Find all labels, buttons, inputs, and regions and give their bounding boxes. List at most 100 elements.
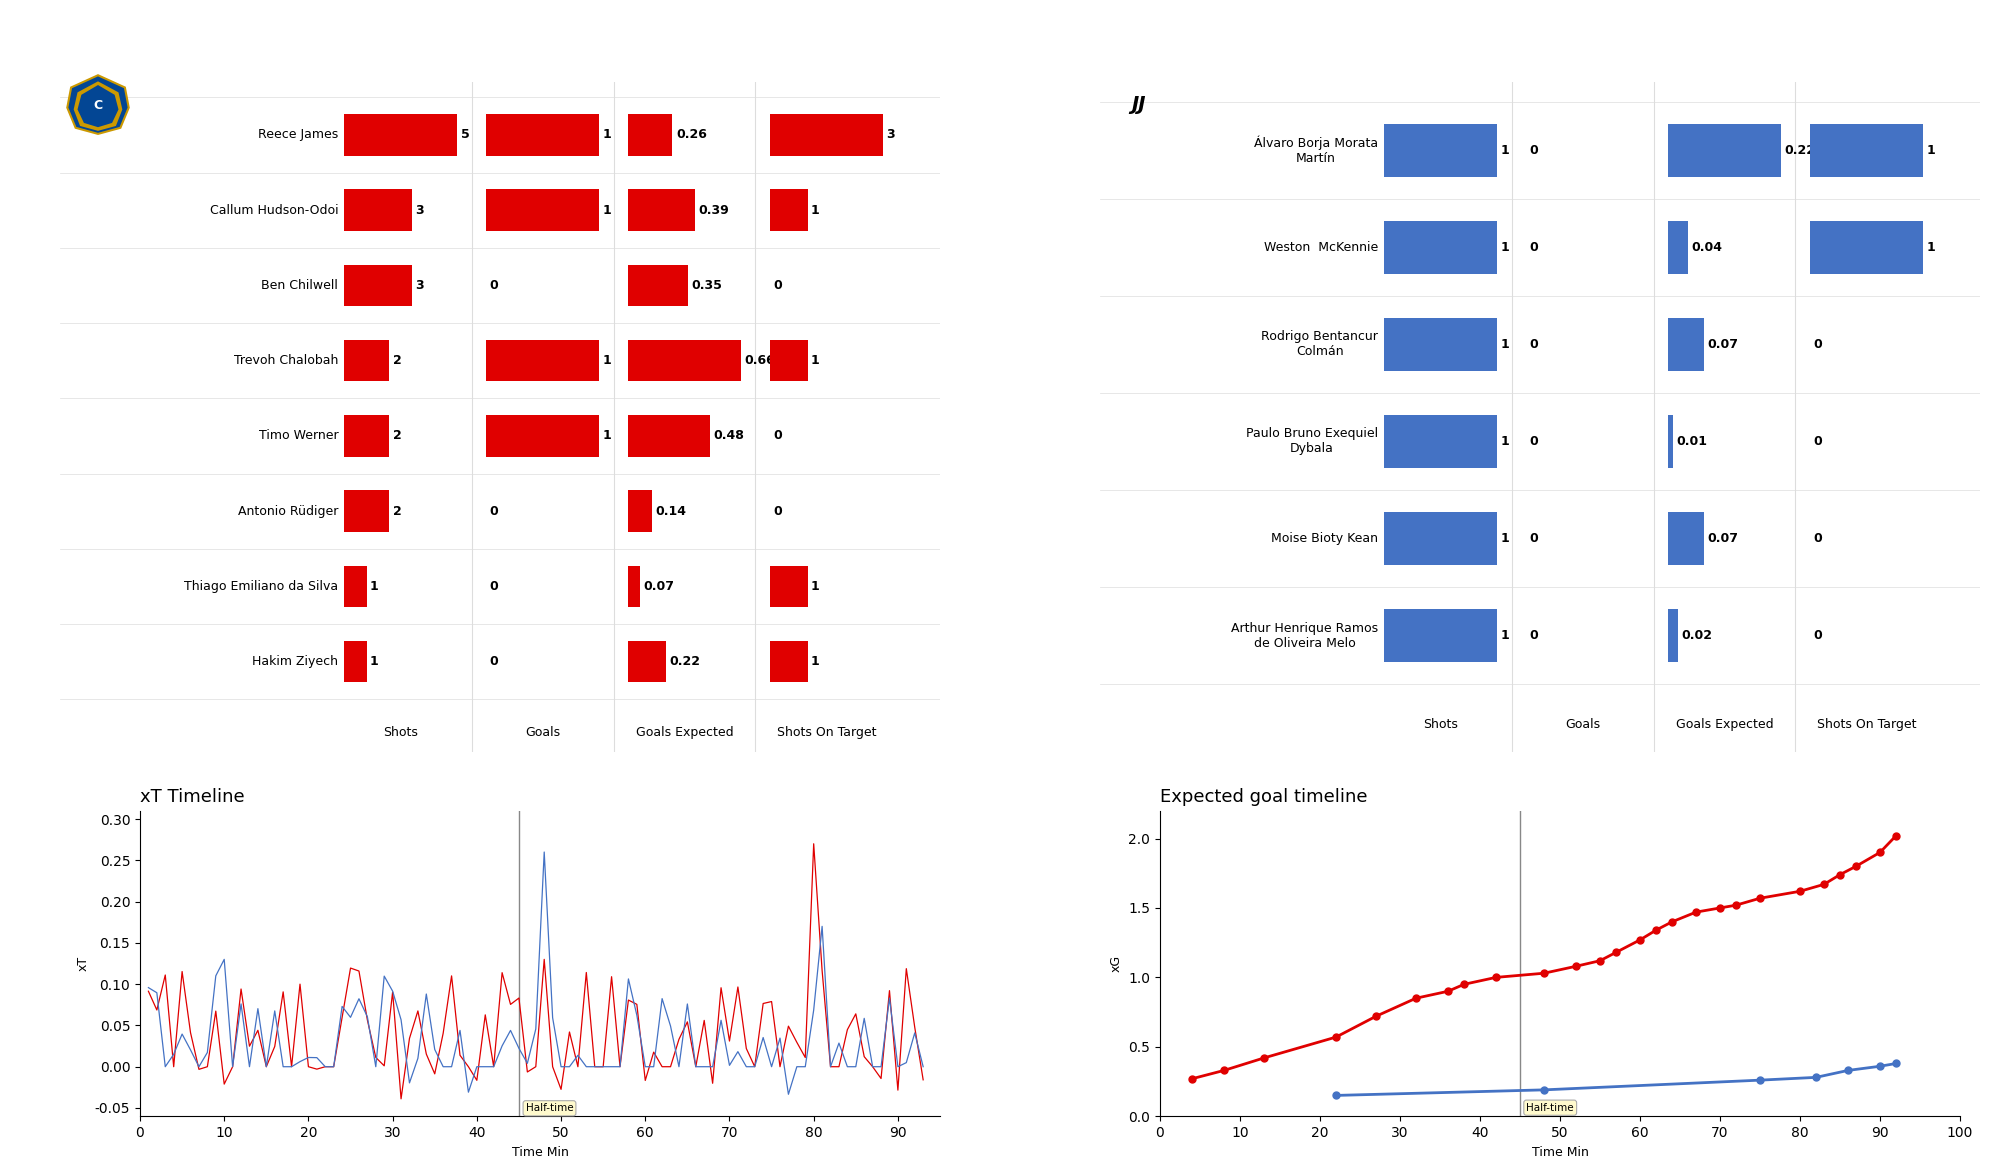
Text: Half-time: Half-time xyxy=(526,1103,574,1113)
Text: 0.14: 0.14 xyxy=(656,505,686,518)
Text: 0: 0 xyxy=(1814,338,1822,351)
Text: 0.26: 0.26 xyxy=(676,128,706,141)
Text: Goals Expected: Goals Expected xyxy=(1676,718,1774,731)
Text: Ben Chilwell: Ben Chilwell xyxy=(262,278,338,291)
Bar xyxy=(628,340,742,382)
Text: Rodrigo Bentancur
Colmán: Rodrigo Bentancur Colmán xyxy=(1262,330,1378,358)
Bar xyxy=(1810,123,1924,177)
Text: 2: 2 xyxy=(392,354,402,367)
Text: 1: 1 xyxy=(810,354,820,367)
Text: 0.48: 0.48 xyxy=(714,429,744,443)
Text: Goals: Goals xyxy=(526,726,560,739)
Y-axis label: xG: xG xyxy=(1110,955,1122,972)
Text: 1: 1 xyxy=(1926,241,1936,254)
Text: Reece James: Reece James xyxy=(258,128,338,141)
Bar xyxy=(770,340,808,382)
Bar xyxy=(770,642,808,683)
Text: 1: 1 xyxy=(1926,143,1936,156)
Text: 0: 0 xyxy=(774,429,782,443)
Text: 0: 0 xyxy=(1530,338,1538,351)
Polygon shape xyxy=(78,85,118,127)
Text: Antonio Rüdiger: Antonio Rüdiger xyxy=(238,505,338,518)
Text: 0.66: 0.66 xyxy=(744,354,776,367)
Polygon shape xyxy=(74,81,122,130)
Text: 0.07: 0.07 xyxy=(1708,532,1738,545)
Text: 1: 1 xyxy=(1500,241,1510,254)
Text: Paulo Bruno Exequiel
Dybala: Paulo Bruno Exequiel Dybala xyxy=(1246,428,1378,456)
Polygon shape xyxy=(68,75,128,134)
Text: 1: 1 xyxy=(602,429,612,443)
Bar xyxy=(1384,317,1498,371)
Text: 0: 0 xyxy=(1530,143,1538,156)
Text: Callum Hudson-Odoi: Callum Hudson-Odoi xyxy=(210,203,338,216)
Bar xyxy=(486,189,600,230)
Text: 0.07: 0.07 xyxy=(1708,338,1738,351)
Text: Shots On Target: Shots On Target xyxy=(1816,718,1916,731)
Text: Expected goal timeline: Expected goal timeline xyxy=(1160,788,1368,806)
Text: 0: 0 xyxy=(490,505,498,518)
Text: 1: 1 xyxy=(602,203,612,216)
Text: Álvaro Borja Morata
Martín: Álvaro Borja Morata Martín xyxy=(1254,135,1378,164)
Text: Thiago Emiliano da Silva: Thiago Emiliano da Silva xyxy=(184,580,338,593)
Text: 3: 3 xyxy=(416,278,424,291)
Text: 1: 1 xyxy=(810,656,820,669)
Text: 3: 3 xyxy=(416,203,424,216)
Text: 0.22: 0.22 xyxy=(1784,143,1816,156)
Text: 1: 1 xyxy=(1500,143,1510,156)
Text: 3: 3 xyxy=(886,128,896,141)
Bar xyxy=(344,415,390,457)
Y-axis label: xT: xT xyxy=(76,956,90,971)
Bar xyxy=(628,189,694,230)
Bar xyxy=(628,642,666,683)
Text: 2: 2 xyxy=(392,429,402,443)
Text: 0: 0 xyxy=(1814,435,1822,448)
Text: Weston  McKennie: Weston McKennie xyxy=(1264,241,1378,254)
Bar xyxy=(1384,512,1498,565)
Bar xyxy=(1668,123,1782,177)
Text: 0: 0 xyxy=(1530,629,1538,642)
Bar xyxy=(486,340,600,382)
Text: 1: 1 xyxy=(1500,629,1510,642)
Bar xyxy=(1810,221,1924,274)
Text: 0: 0 xyxy=(1530,532,1538,545)
Text: Shots On Target: Shots On Target xyxy=(776,726,876,739)
Text: 0.02: 0.02 xyxy=(1682,629,1712,642)
Bar xyxy=(628,264,688,307)
Text: 1: 1 xyxy=(810,580,820,593)
Bar xyxy=(1668,609,1678,663)
Text: 5: 5 xyxy=(460,128,470,141)
Text: 0: 0 xyxy=(1814,532,1822,545)
Text: 1: 1 xyxy=(370,656,378,669)
Bar xyxy=(344,642,366,683)
Text: 0: 0 xyxy=(490,278,498,291)
Text: Trevoh Chalobah: Trevoh Chalobah xyxy=(234,354,338,367)
Bar xyxy=(344,340,390,382)
Text: 1: 1 xyxy=(1500,532,1510,545)
Bar xyxy=(344,114,458,155)
Bar xyxy=(1668,512,1704,565)
X-axis label: Time Min: Time Min xyxy=(1532,1146,1588,1159)
Text: 0: 0 xyxy=(774,505,782,518)
Text: 2: 2 xyxy=(392,505,402,518)
Bar xyxy=(344,264,412,307)
Bar xyxy=(344,189,412,230)
Text: 0: 0 xyxy=(490,656,498,669)
Text: 0.01: 0.01 xyxy=(1676,435,1708,448)
Bar xyxy=(1384,123,1498,177)
Text: 1: 1 xyxy=(1500,338,1510,351)
Text: 1: 1 xyxy=(1500,435,1510,448)
Text: 1: 1 xyxy=(370,580,378,593)
Text: 0.04: 0.04 xyxy=(1692,241,1722,254)
Text: Arthur Henrique Ramos
de Oliveira Melo: Arthur Henrique Ramos de Oliveira Melo xyxy=(1232,622,1378,650)
Bar xyxy=(628,415,710,457)
Text: 0: 0 xyxy=(1530,241,1538,254)
Text: 1: 1 xyxy=(810,203,820,216)
Bar xyxy=(628,114,672,155)
Text: 0.22: 0.22 xyxy=(668,656,700,669)
Bar xyxy=(1384,609,1498,663)
Bar xyxy=(344,565,366,607)
Text: Moise Bioty Kean: Moise Bioty Kean xyxy=(1272,532,1378,545)
Text: Half-time: Half-time xyxy=(1526,1102,1574,1113)
Bar xyxy=(1668,317,1704,371)
Bar xyxy=(1668,415,1672,468)
